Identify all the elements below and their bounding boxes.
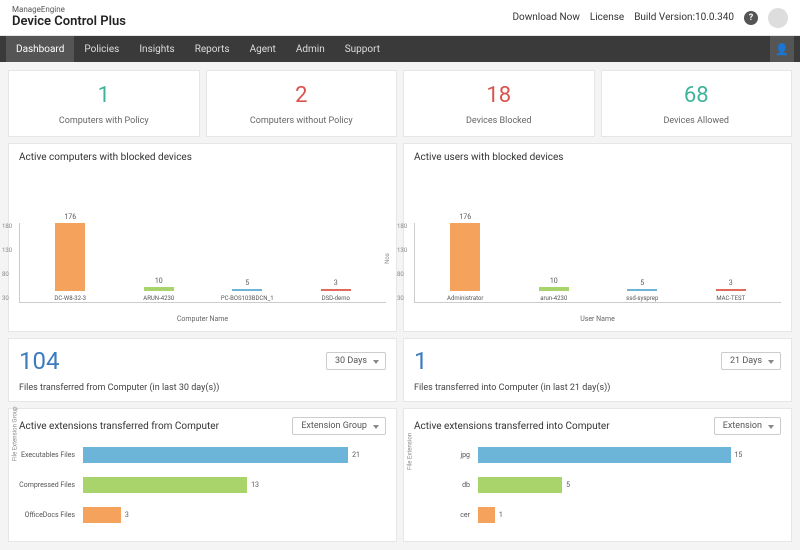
chart-bar[interactable]: OfficeDocs Files3	[83, 503, 386, 527]
x-axis-label: User Name	[414, 315, 781, 323]
kpi-label: Devices Allowed	[606, 116, 788, 126]
top-right: Download Now License Build Version:10.0.…	[512, 8, 788, 28]
chart-bar[interactable]: 3DSD-demo	[314, 279, 358, 302]
chart-bar[interactable]: db5	[478, 473, 781, 497]
user-icon: 👤	[775, 43, 789, 56]
chart-bar[interactable]: jpg15	[478, 443, 781, 467]
download-link[interactable]: Download Now	[512, 12, 579, 23]
files-into-range-dropdown[interactable]: 21 Days	[721, 352, 781, 370]
nav-item-reports[interactable]: Reports	[185, 36, 240, 62]
files-from-value: 104	[19, 347, 59, 375]
chart-bar[interactable]: 3MAC-TEST	[709, 279, 753, 302]
license-link[interactable]: License	[590, 12, 624, 23]
chart-bar[interactable]: 10arun-4230	[532, 277, 576, 302]
panel-active-computers: Active computers with blocked devices No…	[8, 143, 397, 332]
nav-user-button[interactable]: 👤	[770, 36, 794, 62]
y-axis-label: Nos	[384, 253, 391, 264]
chart-bar[interactable]: 10ARUN-4230	[137, 277, 181, 302]
panel-title: Active users with blocked devices	[414, 152, 781, 163]
panel-title: Active computers with blocked devices	[19, 152, 386, 163]
kpi-row: 1 Computers with Policy 2 Computers without…	[8, 70, 792, 137]
nav-item-policies[interactable]: Policies	[74, 36, 129, 62]
panel-title: Active extensions transferred from Compu…	[19, 421, 219, 432]
kpi-card[interactable]: 1 Computers with Policy	[8, 70, 200, 137]
panel-active-users: Active users with blocked devices Nos 18…	[403, 143, 792, 332]
chart-bar[interactable]: Compressed Files13	[83, 473, 386, 497]
nav-item-dashboard[interactable]: Dashboard	[6, 36, 74, 62]
chart-bar[interactable]: cer1	[478, 503, 781, 527]
files-into-value: 1	[414, 347, 428, 375]
chart-bar[interactable]: 176DC-W8-32-3	[48, 213, 92, 302]
nav-item-admin[interactable]: Admin	[286, 36, 335, 62]
kpi-value: 1	[13, 83, 195, 108]
navbar: DashboardPoliciesInsightsReportsAgentAdm…	[0, 36, 800, 62]
ext-from-dropdown[interactable]: Extension Group	[292, 417, 386, 435]
kpi-value: 68	[606, 83, 788, 108]
chart-bar[interactable]: 5PC-BOS103BDCN_1	[225, 279, 269, 302]
panel-files-into: 1 21 Days Files transferred into Compute…	[403, 338, 792, 402]
files-into-subtitle: Files transferred into Computer (in last…	[414, 383, 781, 393]
x-axis-label: Computer Name	[19, 315, 386, 323]
help-icon[interactable]: ?	[744, 11, 758, 25]
topbar: ManageEngine Device Control Plus Downloa…	[0, 0, 800, 36]
kpi-card[interactable]: 2 Computers without Policy	[206, 70, 398, 137]
chart-bar[interactable]: 5ssd-sysprep	[620, 279, 664, 302]
panel-files-from: 104 30 Days Files transferred from Compu…	[8, 338, 397, 402]
kpi-value: 2	[211, 83, 393, 108]
kpi-value: 18	[408, 83, 590, 108]
avatar[interactable]	[768, 8, 788, 28]
nav-item-support[interactable]: Support	[335, 36, 390, 62]
nav-item-agent[interactable]: Agent	[240, 36, 286, 62]
ext-into-dropdown[interactable]: Extension	[714, 417, 781, 435]
nav-item-insights[interactable]: Insights	[129, 36, 184, 62]
kpi-label: Computers without Policy	[211, 116, 393, 126]
files-from-subtitle: Files transferred from Computer (in last…	[19, 383, 386, 393]
brand-product: Device Control Plus	[12, 15, 126, 29]
build-version: Build Version:10.0.340	[634, 12, 734, 23]
kpi-card[interactable]: 68 Devices Allowed	[601, 70, 793, 137]
kpi-card[interactable]: 18 Devices Blocked	[403, 70, 595, 137]
panel-ext-from: Active extensions transferred from Compu…	[8, 408, 397, 542]
kpi-label: Devices Blocked	[408, 116, 590, 126]
files-from-range-dropdown[interactable]: 30 Days	[326, 352, 386, 370]
chart-bar[interactable]: Executables Files21	[83, 443, 386, 467]
chart-bar[interactable]: 176Administrator	[443, 213, 487, 302]
panel-ext-into: Active extensions transferred into Compu…	[403, 408, 792, 542]
kpi-label: Computers with Policy	[13, 116, 195, 126]
brand: ManageEngine Device Control Plus	[12, 6, 126, 29]
y-axis-label: File Extension Group	[12, 407, 19, 462]
panel-title: Active extensions transferred into Compu…	[414, 421, 610, 432]
y-axis-label: File Extension	[407, 433, 414, 470]
